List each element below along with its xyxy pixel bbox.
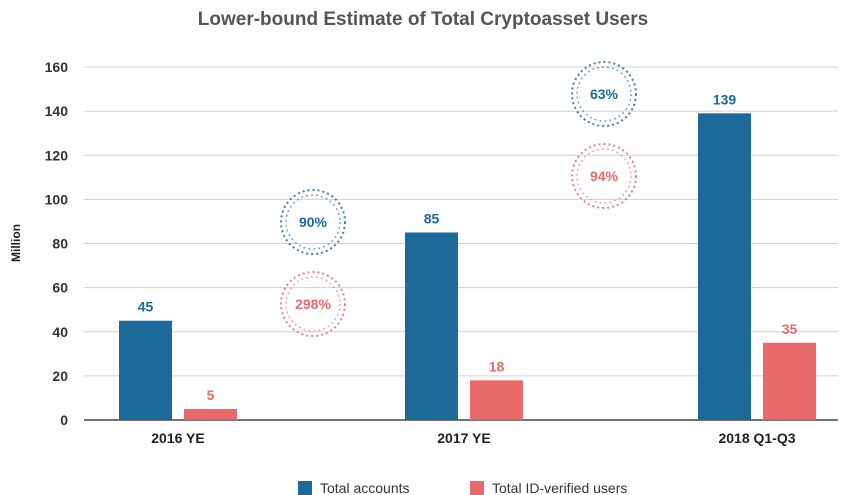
- data-label: 5: [207, 387, 215, 403]
- y-tick-label: 60: [52, 280, 68, 296]
- y-axis-label: Million: [9, 224, 23, 262]
- y-tick-label: 140: [45, 103, 69, 119]
- bar: [184, 408, 237, 420]
- y-tick-label: 80: [52, 236, 68, 252]
- bar: [405, 232, 458, 420]
- y-tick-label: 20: [52, 368, 68, 384]
- x-tick-label: 2016 YE: [151, 430, 204, 446]
- growth-ring-inner: [576, 148, 632, 204]
- growth-label: 63%: [590, 86, 619, 102]
- growth-ring: [571, 143, 637, 209]
- growth-ring: [280, 271, 346, 337]
- y-tick-label: 40: [52, 324, 68, 340]
- data-label: 85: [424, 210, 440, 226]
- growth-ring-inner: [285, 194, 341, 250]
- y-tick-label: 100: [45, 191, 69, 207]
- y-tick-label: 160: [45, 59, 69, 75]
- growth-label: 90%: [299, 214, 328, 230]
- x-tick-label: 2017 YE: [437, 430, 490, 446]
- growth-label: 298%: [295, 296, 331, 312]
- legend-label: Total ID-verified users: [492, 480, 627, 495]
- chart-title: Lower-bound Estimate of Total Cryptoasse…: [197, 9, 649, 30]
- growth-ring: [571, 61, 637, 127]
- growth-ring-inner: [576, 66, 632, 122]
- bar: [119, 320, 172, 420]
- data-label: 45: [138, 299, 154, 315]
- y-tick-label: 0: [60, 412, 68, 428]
- x-tick-label: 2018 Q1-Q3: [718, 430, 795, 446]
- bar: [698, 113, 751, 421]
- data-label: 18: [489, 358, 505, 374]
- data-label: 35: [782, 321, 798, 337]
- bar: [763, 342, 816, 420]
- legend-swatch: [470, 481, 484, 495]
- growth-ring: [280, 189, 346, 255]
- y-tick-label: 120: [45, 147, 69, 163]
- growth-label: 94%: [590, 168, 619, 184]
- bar: [470, 380, 523, 420]
- legend-swatch: [298, 481, 312, 495]
- data-label: 139: [713, 91, 737, 107]
- growth-ring-inner: [285, 276, 341, 332]
- legend-label: Total accounts: [320, 480, 410, 495]
